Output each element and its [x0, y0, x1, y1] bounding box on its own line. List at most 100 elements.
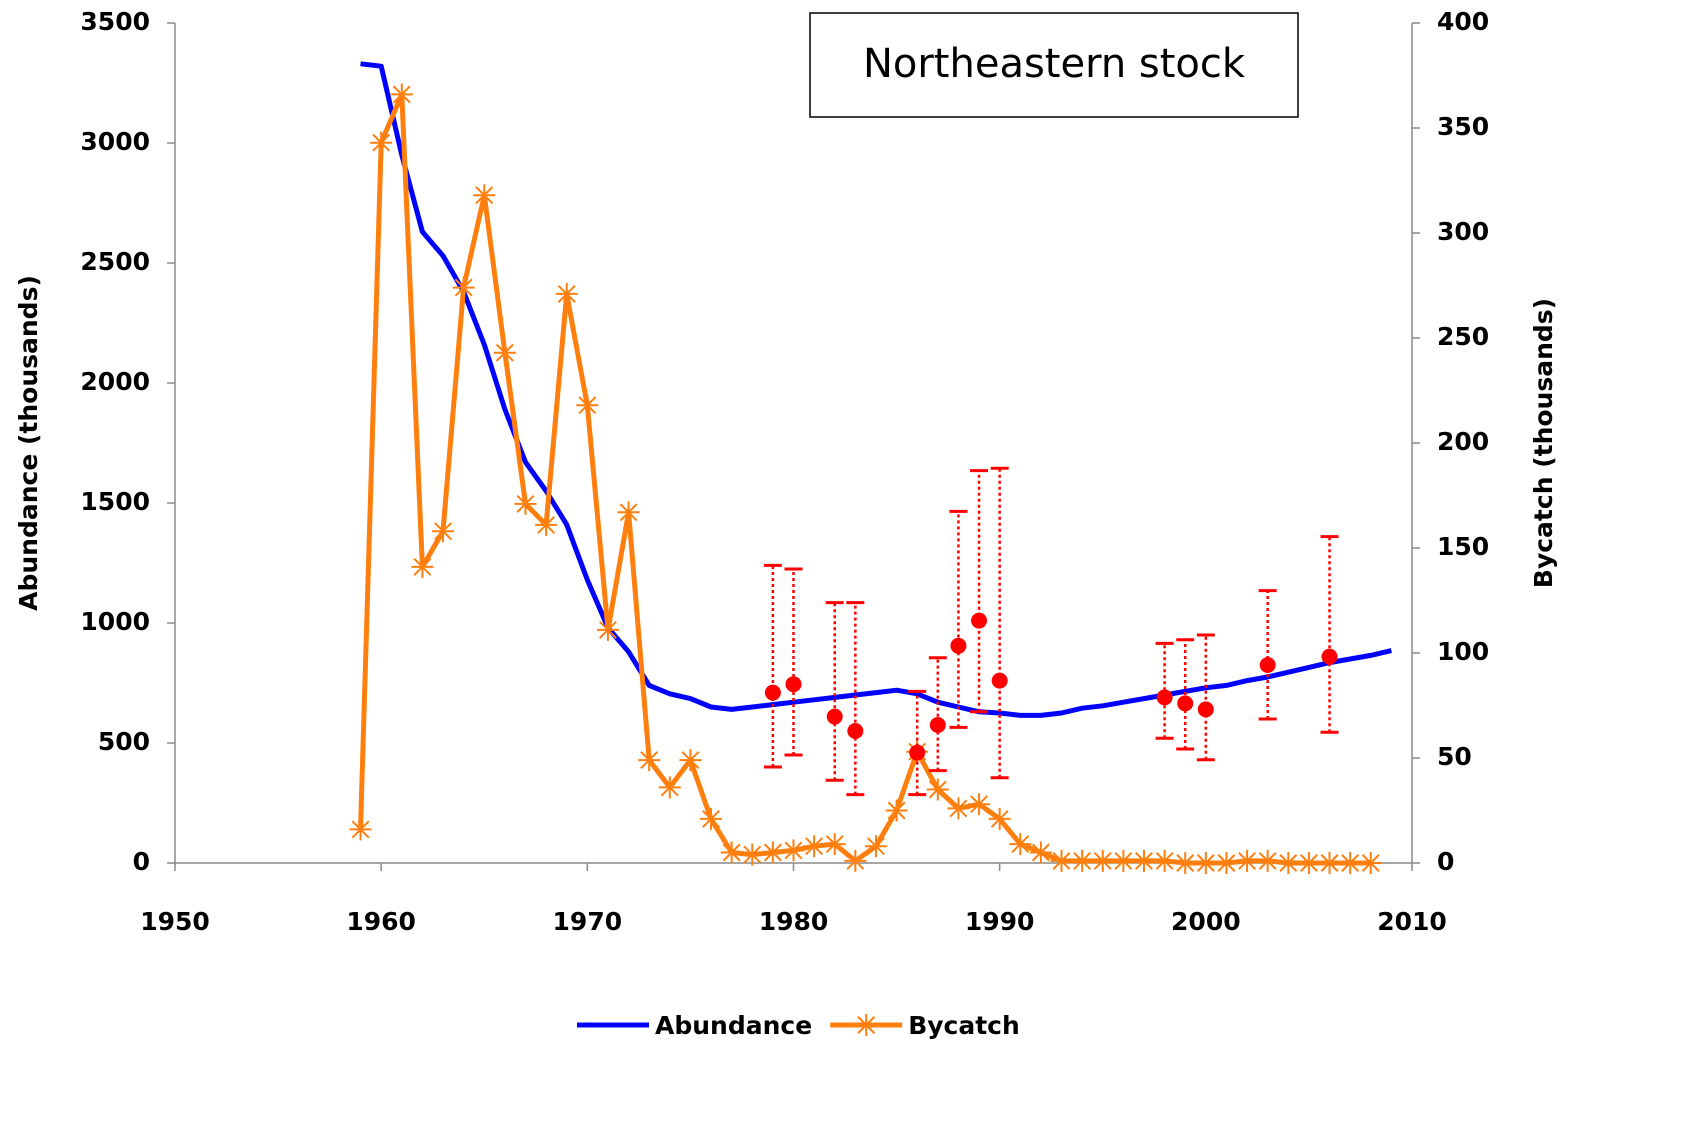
marker — [741, 843, 764, 866]
marker — [596, 618, 619, 641]
series-line — [358, 91, 1371, 866]
marker-stroke — [1258, 851, 1277, 870]
marker — [803, 835, 826, 858]
marker-stroke — [857, 1016, 876, 1034]
y-tick-label: 3500 — [80, 7, 150, 36]
estimate-point — [1156, 689, 1173, 706]
y-tick-label: 2000 — [80, 367, 150, 396]
marker — [473, 184, 496, 207]
marker-stroke — [1217, 854, 1236, 872]
y2-tick-label: 250 — [1437, 322, 1489, 351]
y2-tick-label: 150 — [1437, 532, 1489, 561]
marker — [1318, 852, 1341, 874]
marker — [349, 818, 372, 841]
marker-stroke — [681, 751, 700, 770]
marker — [700, 807, 723, 830]
marker-stroke — [763, 843, 782, 862]
x-tick-label: 1980 — [759, 907, 829, 936]
marker-stroke — [990, 809, 1009, 828]
marker-stroke — [1031, 843, 1050, 862]
marker-stroke — [598, 620, 617, 639]
x-tick-label: 1990 — [965, 907, 1035, 936]
marker-stroke — [392, 85, 411, 104]
marker — [1339, 852, 1362, 874]
x-tick-label: 2000 — [1171, 907, 1241, 936]
legend-label: Bycatch — [908, 1011, 1020, 1040]
marker — [452, 276, 475, 299]
marker — [1091, 849, 1114, 872]
marker — [493, 341, 516, 364]
estimate-point — [909, 744, 926, 761]
estimate-point — [991, 672, 1008, 689]
estimate-point — [1177, 695, 1194, 712]
marker — [535, 513, 558, 536]
marker — [617, 501, 640, 524]
y-tick-label: 1000 — [80, 607, 150, 636]
marker-stroke — [1361, 854, 1380, 872]
marker-stroke — [805, 837, 824, 856]
estimate-point — [1321, 648, 1338, 665]
marker — [1297, 852, 1320, 874]
marker-stroke — [660, 778, 679, 797]
marker — [432, 520, 455, 543]
x-tick-label: 1950 — [140, 907, 210, 936]
y-tick-label: 2500 — [80, 247, 150, 276]
y2-tick-label: 200 — [1437, 427, 1489, 456]
marker-stroke — [537, 515, 556, 534]
marker — [1153, 849, 1176, 872]
marker-stroke — [949, 799, 968, 818]
marker-stroke — [1320, 854, 1339, 872]
estimate-point — [847, 723, 864, 739]
marker-stroke — [1176, 854, 1195, 872]
y2-tick-label: 400 — [1437, 7, 1489, 36]
marker-stroke — [1155, 851, 1174, 870]
marker-stroke — [743, 845, 762, 864]
marker — [864, 835, 887, 858]
marker — [658, 776, 681, 799]
marker-stroke — [1238, 851, 1257, 870]
marker — [576, 394, 599, 417]
marker — [370, 131, 393, 154]
estimate-point — [1259, 657, 1276, 673]
y-tick-label: 500 — [98, 727, 150, 756]
estimate-point — [950, 637, 967, 654]
y-tick-label: 1500 — [80, 487, 150, 516]
marker — [947, 797, 970, 820]
marker — [988, 807, 1011, 830]
legend-label: Abundance — [655, 1011, 812, 1040]
marker-stroke — [516, 494, 535, 513]
marker — [823, 833, 846, 856]
marker-stroke — [784, 841, 803, 860]
marker — [1277, 852, 1300, 874]
y-tick-label: 0 — [133, 847, 150, 876]
marker-stroke — [1073, 851, 1092, 870]
marker — [926, 778, 949, 801]
marker — [514, 492, 537, 515]
y2-tick-label: 350 — [1437, 112, 1489, 141]
y-axis-label: Abundance (thousands) — [14, 275, 43, 611]
estimate-point — [764, 684, 781, 701]
marker — [720, 841, 743, 864]
marker-stroke — [557, 284, 576, 303]
x-tick-label: 2010 — [1377, 907, 1447, 936]
marker-stroke — [1052, 851, 1071, 870]
marker — [679, 749, 702, 772]
marker — [1071, 849, 1094, 872]
marker — [885, 799, 908, 822]
x-tick-label: 1970 — [553, 907, 623, 936]
y2-tick-label: 0 — [1437, 847, 1454, 876]
marker — [844, 849, 867, 872]
marker-stroke — [928, 780, 947, 799]
marker — [555, 282, 578, 305]
marker-stroke — [1114, 851, 1133, 870]
marker-stroke — [1135, 851, 1153, 870]
marker-stroke — [1341, 854, 1360, 872]
x-tick-label: 1960 — [346, 907, 416, 936]
marker-stroke — [578, 396, 597, 415]
marker-stroke — [434, 522, 452, 541]
marker — [1194, 852, 1217, 874]
marker — [1050, 849, 1073, 872]
y2-tick-label: 300 — [1437, 217, 1489, 246]
marker-stroke — [372, 133, 391, 152]
